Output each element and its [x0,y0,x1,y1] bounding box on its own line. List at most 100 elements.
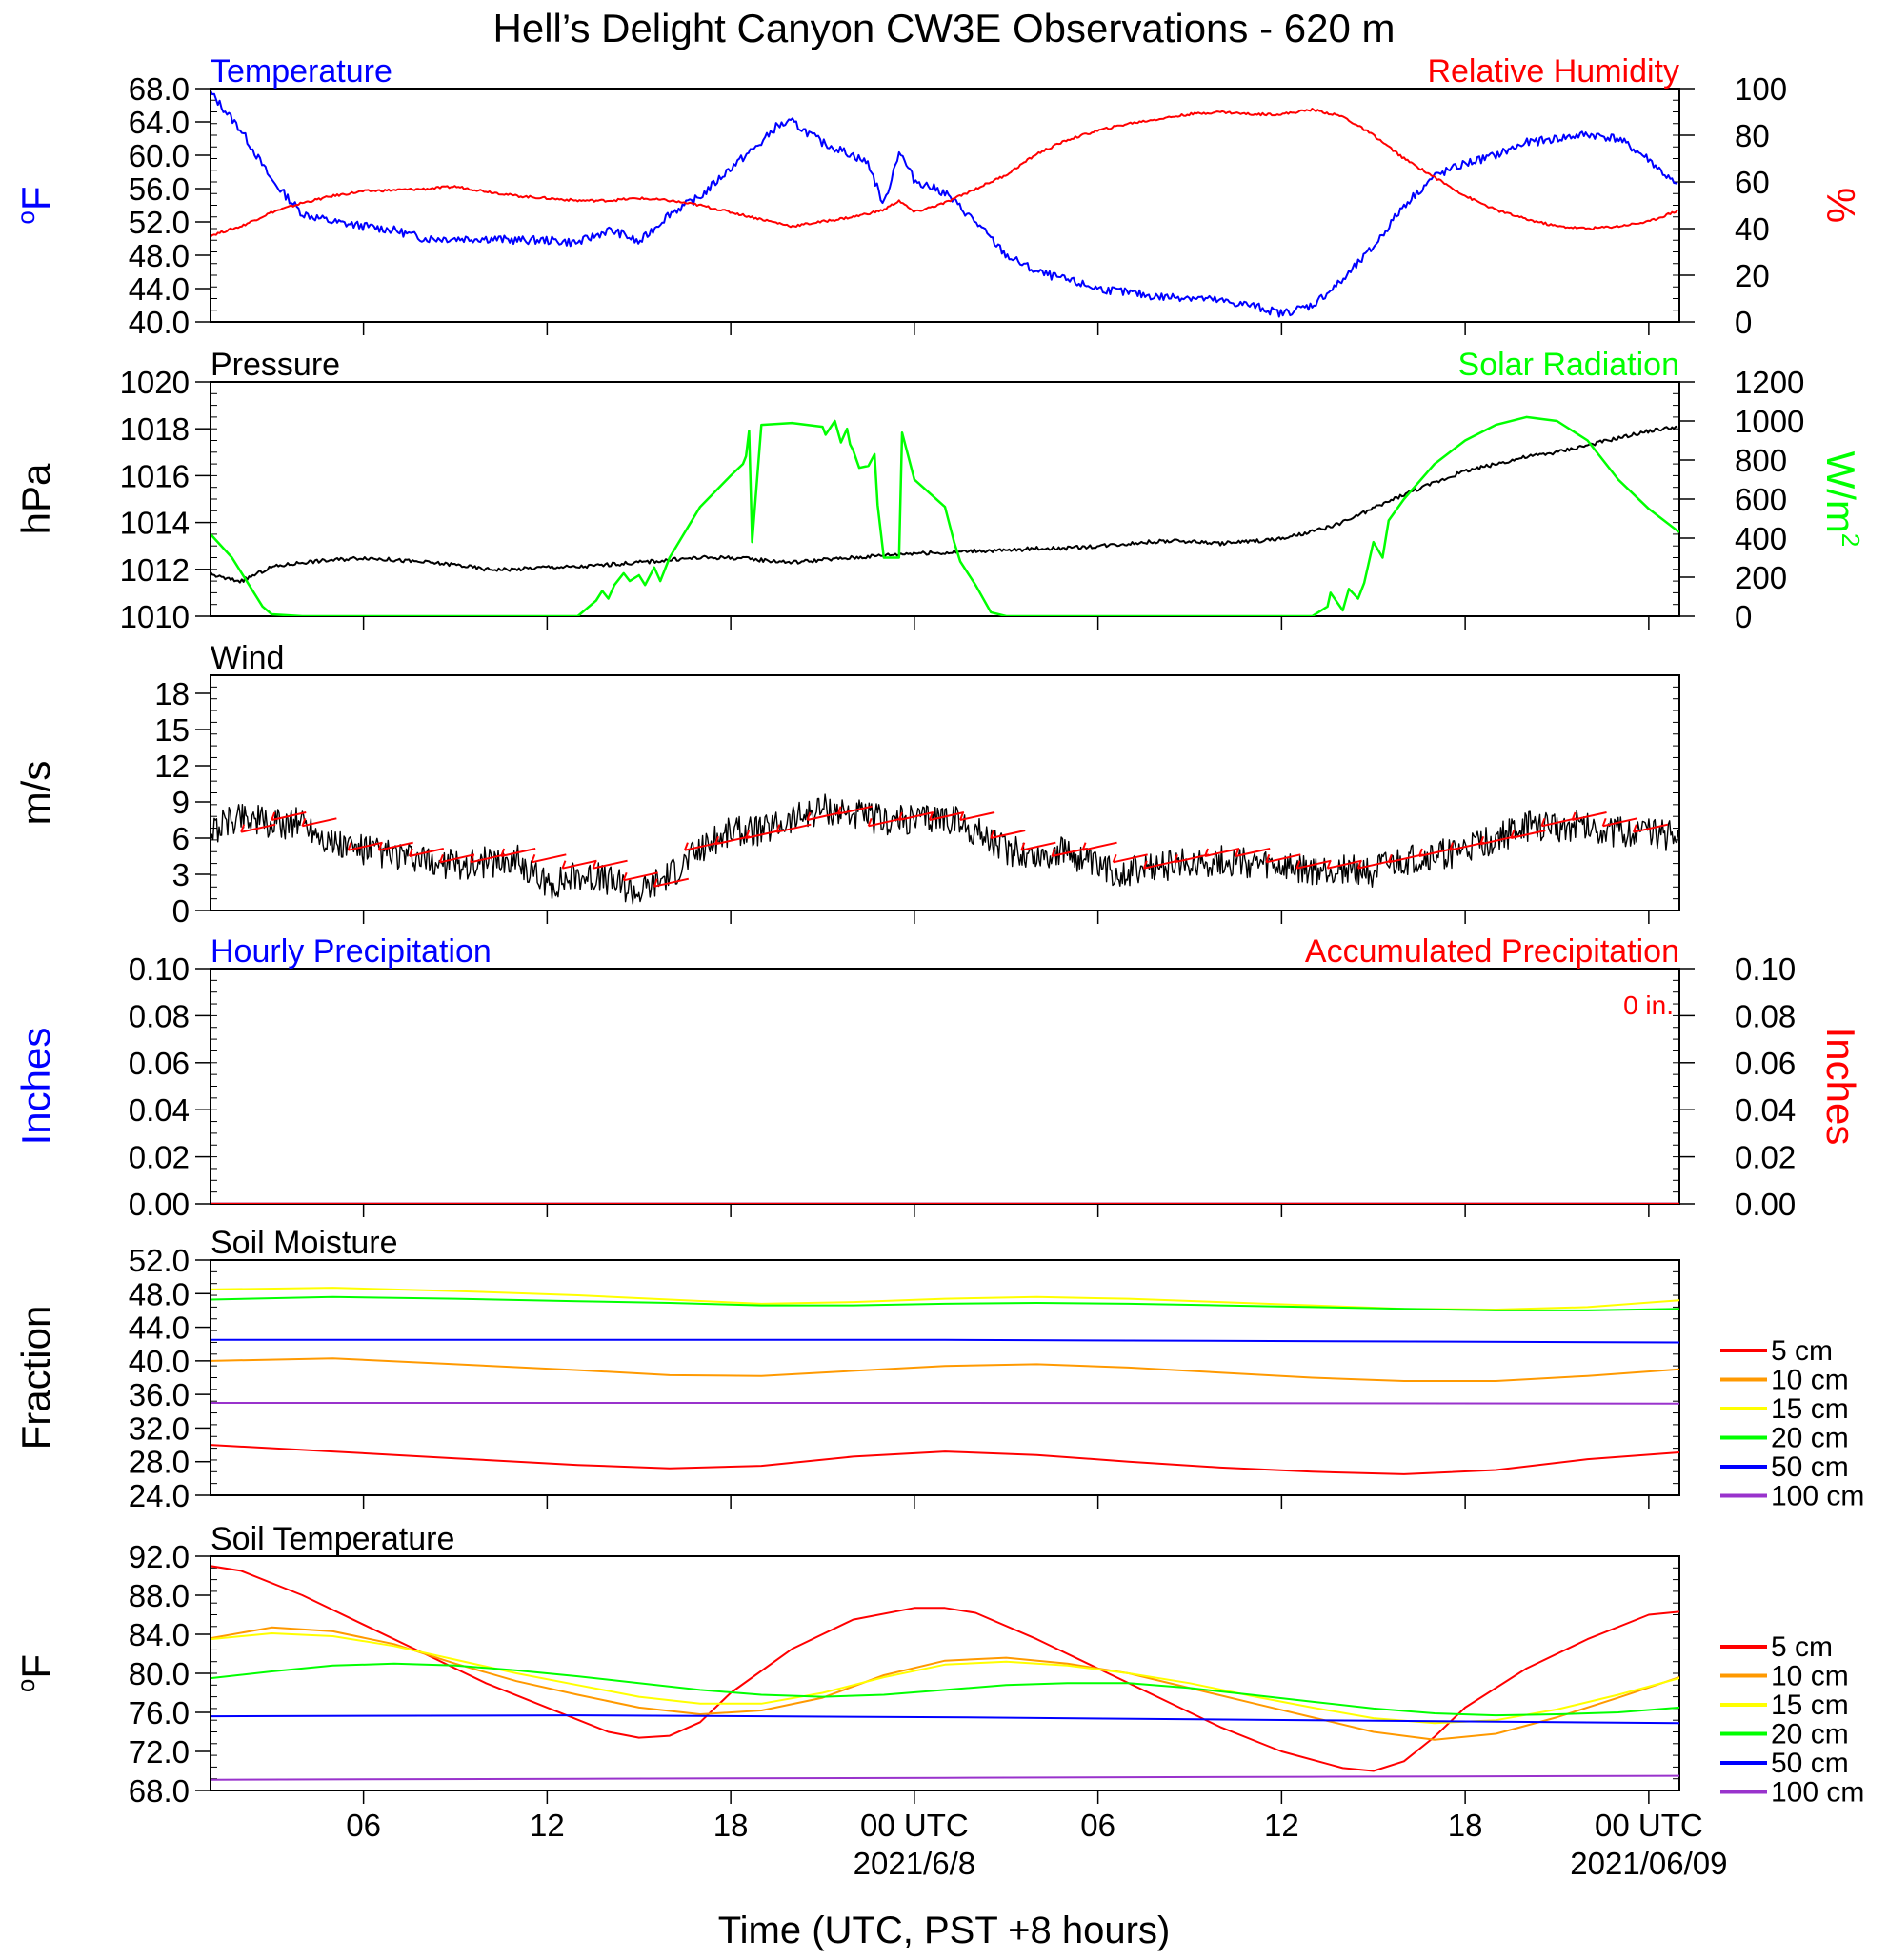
y-tick-label: 68.0 [129,71,190,107]
wind-barb-staff [302,817,337,828]
wind-barb [439,853,475,864]
x-date-label: 2021/6/8 [854,1846,975,1881]
wind-barb-staff [1204,848,1240,857]
legend-label: 15 cm [1771,1393,1849,1425]
wind-barb-flag [531,853,536,863]
y-tick-label-right: 0 [1735,599,1752,634]
wind-barb [500,848,536,857]
wind-barb-flag [377,842,383,851]
panel-title-left: Temperature [211,53,392,90]
y-tick-label: 1014 [120,506,190,541]
wind-barb-flag [959,811,964,821]
wind-barb [714,835,751,846]
wind-barb-staff [562,859,597,870]
wind-barb-flag [1510,830,1516,839]
y-tick-label: 88.0 [129,1578,190,1613]
legend-label: 20 cm [1771,1719,1849,1750]
wind-barb-staff [1296,859,1332,870]
wind-barb-flag [1051,848,1056,857]
y-tick-label: 12 [154,749,190,784]
panel-title-left: Pressure [211,347,340,383]
legend-label: 5 cm [1771,1631,1833,1663]
wind-barb-flag [1540,817,1546,827]
wind-barb-flag [1356,860,1362,870]
y-tick-label: 0.00 [129,1187,190,1222]
wind-barb-staff [898,811,934,821]
y-tick-label: 1020 [120,365,190,400]
x-tick-label: 00 UTC [1595,1808,1703,1843]
wind-barb-flag [470,853,474,863]
wind-barb-flag [1601,817,1607,827]
y-axis-label-left: Inches [13,1028,58,1146]
y-tick-label: 64.0 [129,105,190,140]
y-tick-label-right: 60 [1735,165,1770,200]
y-tick-label: 68.0 [129,1773,190,1809]
wind-barb-flag [775,824,781,833]
wind-barb [1112,853,1148,864]
panel-title-left: Soil Temperature [211,1521,454,1557]
wind-barb [806,811,842,821]
wind-barb-staff [593,859,628,870]
y-tick-label: 52.0 [129,205,190,240]
series-group [211,90,1678,318]
y-tick-label: 76.0 [129,1695,190,1730]
series-line-50-cm [211,1338,1679,1344]
y-tick-label: 44.0 [129,1310,190,1346]
wind-barb-flag [1326,860,1332,870]
wind-barb [1235,848,1271,857]
wind-barb-flag [836,806,842,815]
wind-barb-staff [1266,853,1301,864]
series-group [211,1565,1679,1781]
wind-barb [1142,859,1179,870]
wind-barb [653,877,690,888]
wind-barb [1265,853,1301,864]
y-tick-label: 0.06 [129,1046,190,1081]
panel-precip: 0.10 0.08 0.06 0.04 0.02 0.00 0.10 0.08 0.06 0.04… [13,933,1863,1222]
series-line-100-cm [211,1402,1679,1405]
wind-barb-staff [1511,830,1546,839]
wind-barb [1632,823,1669,833]
y-tick-label-right: 200 [1735,560,1787,595]
wind-barb-flag [1174,853,1178,863]
y-tick-label: 40.0 [129,1344,190,1379]
wind-barb [1449,841,1485,851]
wind-barb-flag [301,817,307,827]
wind-barb [531,853,567,864]
wind-barb [271,811,307,821]
legend-label: 20 cm [1771,1423,1849,1454]
wind-barb-flag [1081,842,1087,851]
panel-title-right: Solar Radiation [1458,347,1679,383]
wind-barb-flag [714,835,719,845]
y-axis-label-right: W/m2 [1818,451,1865,548]
wind-barb-staff [1541,817,1577,828]
wind-barb-staff [714,835,751,846]
y-tick-label: 44.0 [129,271,190,307]
wind-barb-staff [776,823,812,833]
panel-soil_moisture: 52.048.044.040.036.032.028.024.0 Soil Moi… [13,1225,1864,1513]
series-line-50-cm [211,1714,1679,1725]
panel-title-left: Wind [211,640,284,676]
wind-barb [990,830,1026,839]
y-tick-label: 28.0 [129,1445,190,1480]
wind-barb-flag [347,842,352,851]
wind-barb [592,859,628,870]
series-line-wind [211,793,1679,905]
wind-barb [1081,841,1117,851]
accumulated-total: 0 in. [1623,990,1674,1020]
wind-barb-flag [1265,853,1271,863]
series-line-10-cm [211,1626,1679,1741]
y-tick-label: 48.0 [129,1276,190,1311]
wind-barb [1326,859,1362,870]
panel-title-right: Relative Humidity [1427,53,1679,90]
y-tick-label-right: 80 [1735,118,1770,153]
series-group [211,793,1679,905]
y-tick-label-right: 600 [1735,482,1787,517]
x-tick-label: 18 [713,1808,749,1843]
wind-barb [1418,848,1455,857]
wind-barb-flag [561,860,567,870]
wind-barb-staff [1082,841,1117,851]
y-tick-label: 48.0 [129,238,190,273]
panel-soil_temperature: 92.0 88.0 84.0 80.0 76.0 72.068.0 Soil Tempera… [11,1521,1864,1809]
wind-barb-flag [745,830,751,839]
